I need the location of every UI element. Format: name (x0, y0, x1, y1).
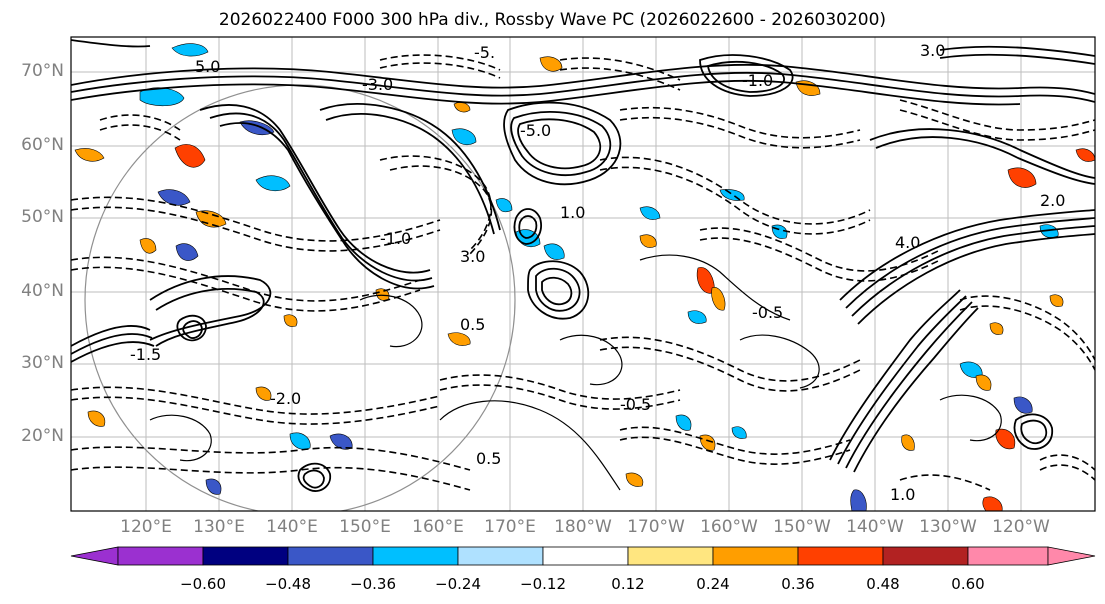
contour-label: 5.0 (195, 57, 220, 76)
colorbar-bin (967, 546, 1049, 566)
contour-label: -0.5 (752, 303, 783, 322)
contour-label: -5. (474, 43, 495, 62)
colorbar-tick-label: 0.24 (696, 575, 730, 593)
contour-label: 0.5 (476, 449, 501, 468)
lon-label: 150°E (339, 517, 391, 537)
colorbar-bin (797, 546, 884, 566)
colorbar-extend-left (70, 546, 119, 566)
lon-label: 140°E (266, 517, 318, 537)
contour-label: 3.0 (460, 247, 485, 266)
colorbar-extend-right (1047, 546, 1096, 566)
contour-label: 4.0 (895, 233, 920, 252)
lat-label-70n: 70°N (21, 61, 64, 81)
contour-label: -1.5 (130, 345, 161, 364)
contour-label: 3.0 (920, 41, 945, 60)
colorbar-bin (117, 546, 204, 566)
contour-label: 1.0 (560, 203, 585, 222)
colorbar-bin (372, 546, 459, 566)
lon-label: 150°W (773, 517, 831, 537)
colorbar-bin (287, 546, 374, 566)
colorbar-tick-label: −0.36 (350, 575, 396, 593)
lon-label: 120°W (992, 517, 1050, 537)
lon-label: 180°W (554, 517, 612, 537)
map-title: 2026022400 F000 300 hPa div., Rossby Wav… (218, 10, 887, 30)
colorbar-tick-label: −0.24 (435, 575, 481, 593)
colorbar-bin (627, 546, 714, 566)
map-border (70, 36, 1096, 512)
colorbar (70, 546, 1096, 566)
colorbar-tick-label: 0.36 (781, 575, 815, 593)
lon-label: 170°W (627, 517, 685, 537)
colorbar-tick-label: 0.48 (866, 575, 900, 593)
colorbar-tick-label: 0.12 (611, 575, 645, 593)
lon-label: 160°E (412, 517, 464, 537)
colorbar-bin (712, 546, 799, 566)
lon-label: 160°W (700, 517, 758, 537)
lat-label-50n: 50°N (21, 207, 64, 227)
graticule (71, 37, 1095, 511)
lat-label-60n: 60°N (21, 135, 64, 155)
map-plot-area (71, 37, 1095, 511)
lat-label-20n: 20°N (21, 426, 64, 446)
lon-label: 130°E (193, 517, 245, 537)
colorbar-bin (202, 546, 289, 566)
contour-label: 0.5 (460, 315, 485, 334)
lat-label-30n: 30°N (21, 353, 64, 373)
thin-contours (149, 254, 1002, 491)
colorbar-bin (457, 546, 544, 566)
colorbar-tick-label: −0.48 (265, 575, 311, 593)
lon-label: 140°W (846, 517, 904, 537)
contour-label: -5.0 (520, 121, 551, 140)
contour-label: -3.0 (362, 75, 393, 94)
lat-label-40n: 40°N (21, 281, 64, 301)
dashed-contours (71, 54, 1095, 491)
contour-label-group: -5. 3.0 5.0 -3.0 -5.0 2.0 1.0 -1.0 0.5 -… (130, 41, 1065, 504)
colorbar-tick-label: −0.60 (180, 575, 226, 593)
colorbar-tick-label: −0.12 (520, 575, 566, 593)
lon-label: 120°E (120, 517, 172, 537)
contour-label: -0.5 (620, 395, 651, 414)
lon-label: 130°W (919, 517, 977, 537)
colorbar-tick-label: 0.60 (951, 575, 985, 593)
contour-label: -1.0 (742, 71, 773, 90)
contour-label: 1.0 (890, 485, 915, 504)
contour-label: -2.0 (270, 389, 301, 408)
contour-label: -1.0 (380, 229, 411, 248)
colorbar-bin (542, 546, 629, 566)
lon-label: 170°E (484, 517, 536, 537)
contour-label: 2.0 (1040, 191, 1065, 210)
colorbar-bin (882, 546, 969, 566)
